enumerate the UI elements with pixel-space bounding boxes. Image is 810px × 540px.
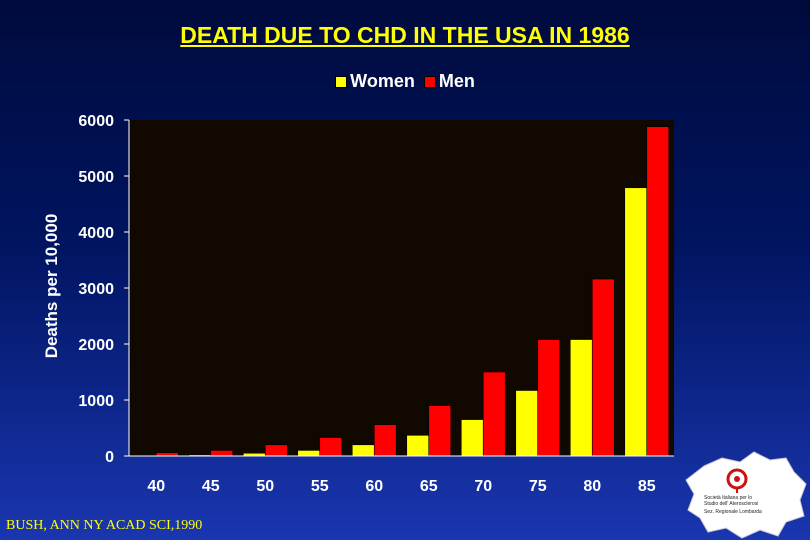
legend-item-women: Women — [335, 71, 415, 92]
x-tick-label: 60 — [365, 478, 383, 495]
x-tick-label: 70 — [474, 478, 492, 495]
bar-men-60 — [373, 424, 397, 457]
y-axis-label: Deaths per 10,000 — [42, 214, 61, 359]
x-tick-label: 50 — [256, 478, 274, 495]
legend-swatch-women — [335, 75, 348, 88]
legend-label-women: Women — [350, 71, 415, 91]
society-emblem — [726, 468, 748, 493]
logo-line-1: Società Italiana per lo — [704, 495, 752, 501]
bar-women-60 — [351, 444, 375, 457]
logo-line-3: Sez. Regionale Lombarda — [704, 509, 762, 515]
x-tick-label: 40 — [147, 478, 165, 495]
bar-men-50 — [264, 444, 288, 457]
bar-women-55 — [297, 450, 321, 457]
y-tick-label: 2000 — [78, 337, 114, 354]
x-tick-label: 65 — [420, 478, 438, 495]
source-citation: BUSH, ANN NY ACAD SCI,1990 — [6, 518, 203, 533]
x-tick-label: 75 — [529, 478, 547, 495]
bar-men-80 — [591, 278, 615, 457]
y-tick-label: 4000 — [78, 225, 114, 242]
legend-swatch-men — [423, 75, 436, 88]
y-ticks-group: 0 1000 2000 3000 4000 5000 6000 — [78, 113, 129, 466]
logo-line-2: Studio dell' Aterosclerosi — [704, 501, 758, 507]
legend: Women Men — [0, 71, 810, 93]
bar-men-75 — [537, 339, 561, 457]
legend-label-men: Men — [438, 71, 475, 91]
y-tick-label: 0 — [105, 449, 114, 466]
society-logo: Società Italiana per lo Studio dell' Ate… — [685, 451, 807, 539]
x-tick-label: 85 — [638, 478, 656, 495]
bar-men-70 — [482, 371, 506, 457]
bar-women-80 — [569, 339, 593, 457]
bar-men-65 — [428, 405, 452, 457]
bar-men-85 — [646, 126, 670, 457]
lombardy-map-shape — [685, 451, 807, 539]
bar-women-65 — [406, 434, 430, 457]
x-tick-label: 80 — [583, 478, 601, 495]
y-tick-label: 6000 — [78, 113, 114, 130]
legend-item-men: Men — [423, 71, 475, 92]
bar-men-45 — [210, 450, 234, 457]
bar-men-40 — [155, 452, 179, 457]
bar-women-75 — [515, 390, 539, 457]
y-tick-label: 5000 — [78, 169, 114, 186]
bars-group — [133, 126, 670, 457]
x-tick-label: 55 — [311, 478, 329, 495]
y-tick-label: 1000 — [78, 393, 114, 410]
y-tick-label: 3000 — [78, 281, 114, 298]
x-ticks-group: 40 45 50 55 60 65 70 75 80 85 — [147, 478, 655, 495]
bar-women-85 — [624, 187, 648, 457]
bar-women-70 — [460, 419, 484, 457]
x-tick-label: 45 — [202, 478, 220, 495]
chart-title: DEATH DUE TO CHD IN THE USA IN 1986 — [180, 22, 630, 48]
bar-men-55 — [319, 437, 343, 457]
